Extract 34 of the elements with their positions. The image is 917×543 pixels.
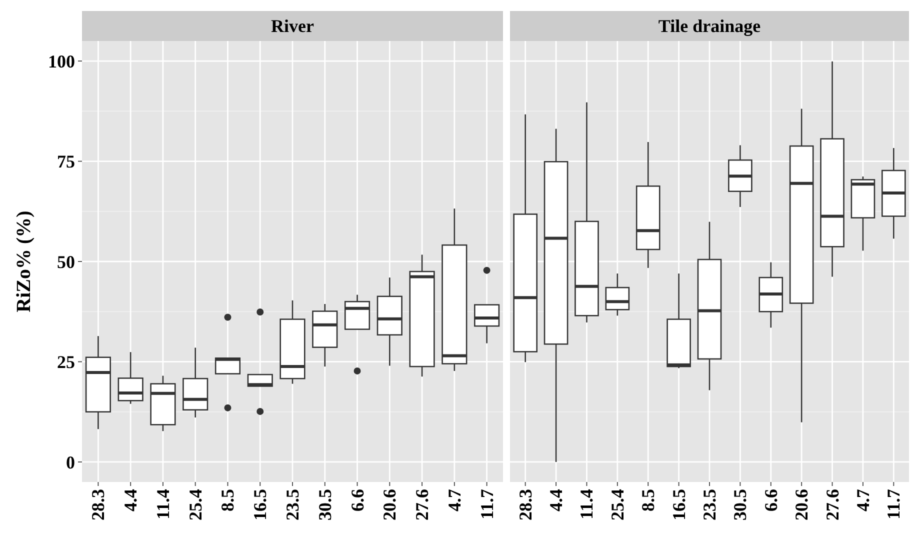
x-tick-label: 4.7 bbox=[444, 489, 464, 512]
chart-title: River bbox=[271, 16, 314, 36]
x-tick-label: 27.6 bbox=[412, 489, 432, 520]
x-tick-label: 25.4 bbox=[185, 489, 206, 520]
y-tick-label: 75 bbox=[57, 152, 75, 172]
x-tick-label: 8.5 bbox=[638, 489, 658, 512]
x-tick-label: 25.4 bbox=[607, 489, 628, 520]
x-tick-label: 4.4 bbox=[546, 489, 566, 512]
x-tick-label: 11.4 bbox=[152, 489, 173, 520]
x-tick-label: 11.7 bbox=[476, 489, 497, 520]
y-tick-label: 0 bbox=[66, 452, 75, 472]
x-tick-label: 28.3 bbox=[88, 489, 108, 520]
x-tick-label: 20.6 bbox=[792, 489, 812, 520]
x-tick-label: 11.7 bbox=[884, 489, 904, 520]
x-tick-label: 6.6 bbox=[347, 489, 368, 512]
x-tick-label: 27.6 bbox=[822, 489, 842, 520]
y-axis-title: RiZo% (%) bbox=[13, 210, 35, 312]
y-tick-label: 50 bbox=[57, 252, 75, 272]
x-tick-label: 16.5 bbox=[250, 489, 270, 520]
x-tick-label: 23.5 bbox=[700, 489, 720, 520]
x-tick-label: 11.4 bbox=[576, 489, 597, 520]
x-tick-label: 30.5 bbox=[314, 489, 335, 520]
x-tick-label: 8.5 bbox=[218, 489, 238, 512]
x-tick-label: 4.7 bbox=[852, 489, 873, 512]
y-tick-label: 100 bbox=[48, 51, 75, 72]
x-tick-label: 30.5 bbox=[730, 489, 750, 520]
x-tick-label: 6.6 bbox=[760, 489, 781, 512]
x-tick-label: 28.3 bbox=[515, 489, 536, 520]
x-tick-label: 16.5 bbox=[668, 489, 689, 520]
x-tick-label: 23.5 bbox=[282, 489, 302, 520]
x-tick-label: 4.4 bbox=[120, 489, 141, 512]
chart-title: Tile drainage bbox=[658, 16, 761, 36]
x-tick-label: 20.6 bbox=[380, 489, 400, 520]
y-tick-label: 25 bbox=[57, 352, 75, 372]
